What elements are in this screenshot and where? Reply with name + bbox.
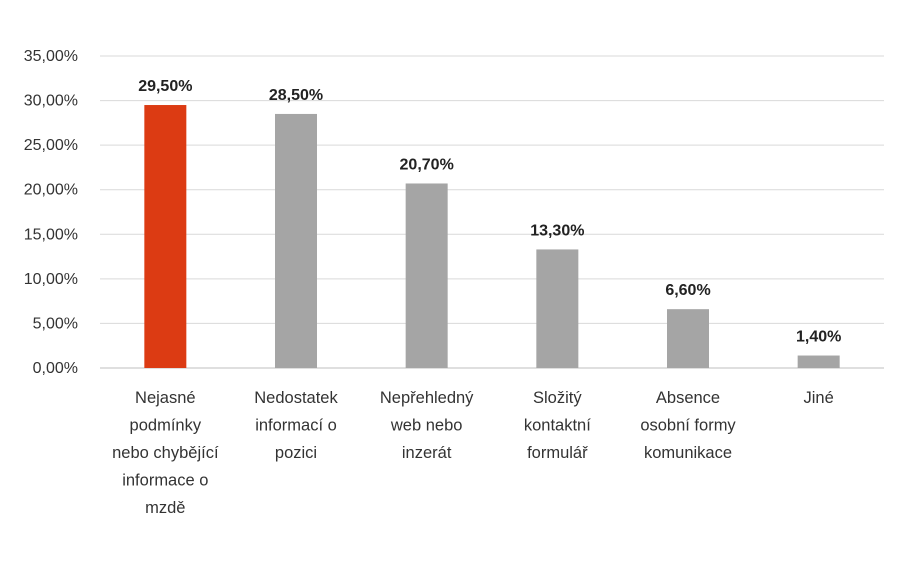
x-category-label: Složitý kontaktní formulář xyxy=(524,389,591,462)
y-tick-label: 20,00% xyxy=(24,182,78,199)
x-category-label: Nedostatek informací o pozici xyxy=(254,389,338,462)
y-tick-label: 5,00% xyxy=(33,315,78,332)
x-category-label: Absence osobní formy komunikace xyxy=(640,389,736,462)
y-tick-label: 10,00% xyxy=(24,271,78,288)
data-labels: 29,50% 28,50% 20,70% 13,30% 6,60% 1,40% xyxy=(138,78,841,345)
bar xyxy=(667,309,709,368)
data-label: 29,50% xyxy=(138,78,192,95)
data-label: 20,70% xyxy=(400,156,454,173)
bar xyxy=(144,105,187,369)
y-tick-label: 0,00% xyxy=(33,360,78,377)
data-label: 13,30% xyxy=(530,222,584,239)
y-tick-label: 35,00% xyxy=(24,48,78,65)
bar xyxy=(797,355,840,368)
data-label: 28,50% xyxy=(269,87,323,104)
bar xyxy=(405,183,448,368)
bar xyxy=(536,249,579,368)
category-labels: Nejasné podmínky nebo chybějící informace o… xyxy=(112,389,834,517)
x-category-label: Jiné xyxy=(804,389,834,407)
x-category-label: Nepřehledný web nebo inzerát xyxy=(380,389,474,462)
bar xyxy=(275,113,317,368)
x-category-label: Nejasné podmínky nebo chybějící informace o… xyxy=(112,389,219,517)
gridlines xyxy=(100,55,884,369)
data-label: 1,40% xyxy=(796,329,841,346)
data-label: 6,60% xyxy=(665,282,710,299)
y-tick-label: 25,00% xyxy=(24,137,78,154)
bars xyxy=(144,105,840,369)
y-tick-label: 15,00% xyxy=(24,226,78,243)
y-axis-tick-labels: 0,00% 5,00% 10,00% 15,00% 20,00% 25,00% 30,00%… xyxy=(24,48,78,377)
y-tick-label: 30,00% xyxy=(24,93,78,110)
